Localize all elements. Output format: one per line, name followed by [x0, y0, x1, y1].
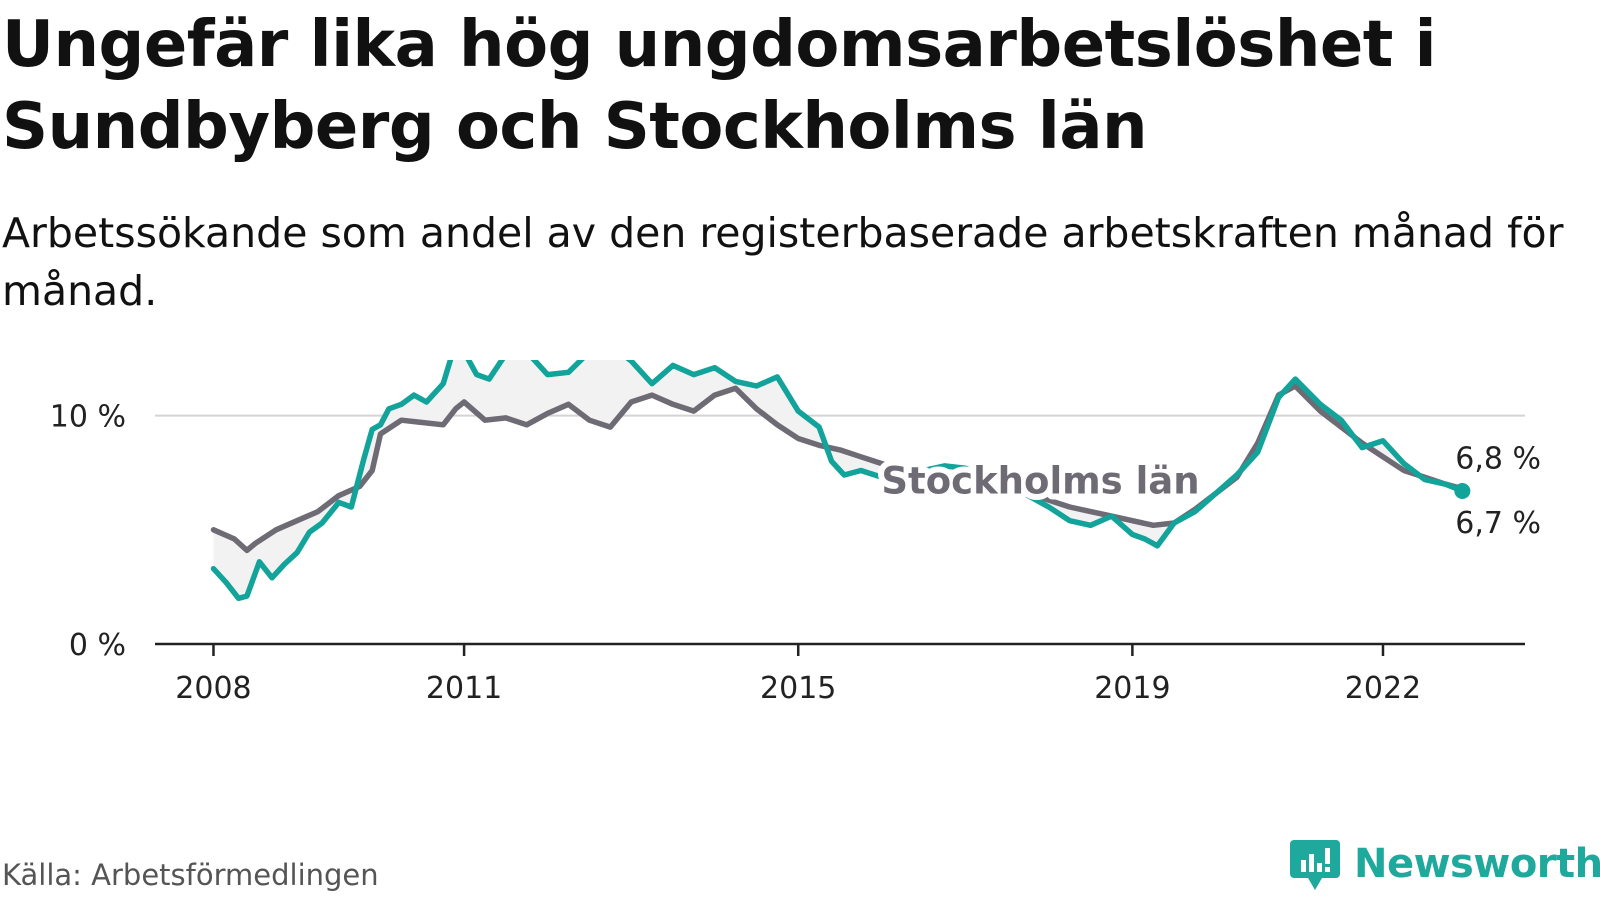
source-note: Källa: Arbetsförmedlingen	[2, 858, 379, 892]
chart-subtitle: Arbetssökande som andel av den registerb…	[2, 209, 1564, 315]
series-line-sundbyberg	[210, 360, 1466, 602]
x-tick-label: 2015	[760, 671, 836, 706]
y-tick-label: 0 %	[69, 628, 126, 663]
chart-title: Ungefär lika hög ungdomsarbetslöshet i S…	[2, 8, 1437, 164]
y-tick-label: 10 %	[50, 400, 126, 435]
line-chart: 0 %10 % Stockholms länSundbyberg6,8 %6,7…	[50, 360, 1541, 706]
y-axis-ticks: 0 % 10 %	[50, 400, 126, 663]
series-gap-fill	[213, 360, 1463, 599]
x-tick-label: 2022	[1345, 671, 1421, 706]
end-label-stockholms-lan: 6,8 %	[1455, 442, 1541, 477]
brand-name: Newsworthy	[1354, 841, 1600, 887]
series-lines	[210, 360, 1471, 602]
series-end-point-sundbyberg	[1454, 483, 1471, 500]
x-axis: 2008 2011 2015 2019 2022	[155, 642, 1525, 706]
x-tick-label: 2019	[1094, 671, 1170, 706]
x-tick-label: 2008	[175, 671, 251, 706]
series-labels: Stockholms länSundbyberg6,8 %6,7 %	[875, 442, 1541, 541]
series-label-stockholms-lan: Stockholms län	[881, 459, 1199, 502]
end-label-sundbyberg: 6,7 %	[1455, 506, 1541, 541]
x-tick-label: 2011	[426, 671, 502, 706]
newsworthy-logo-icon	[1290, 840, 1340, 890]
brand-logo[interactable]: Newsworthy	[1290, 836, 1600, 892]
